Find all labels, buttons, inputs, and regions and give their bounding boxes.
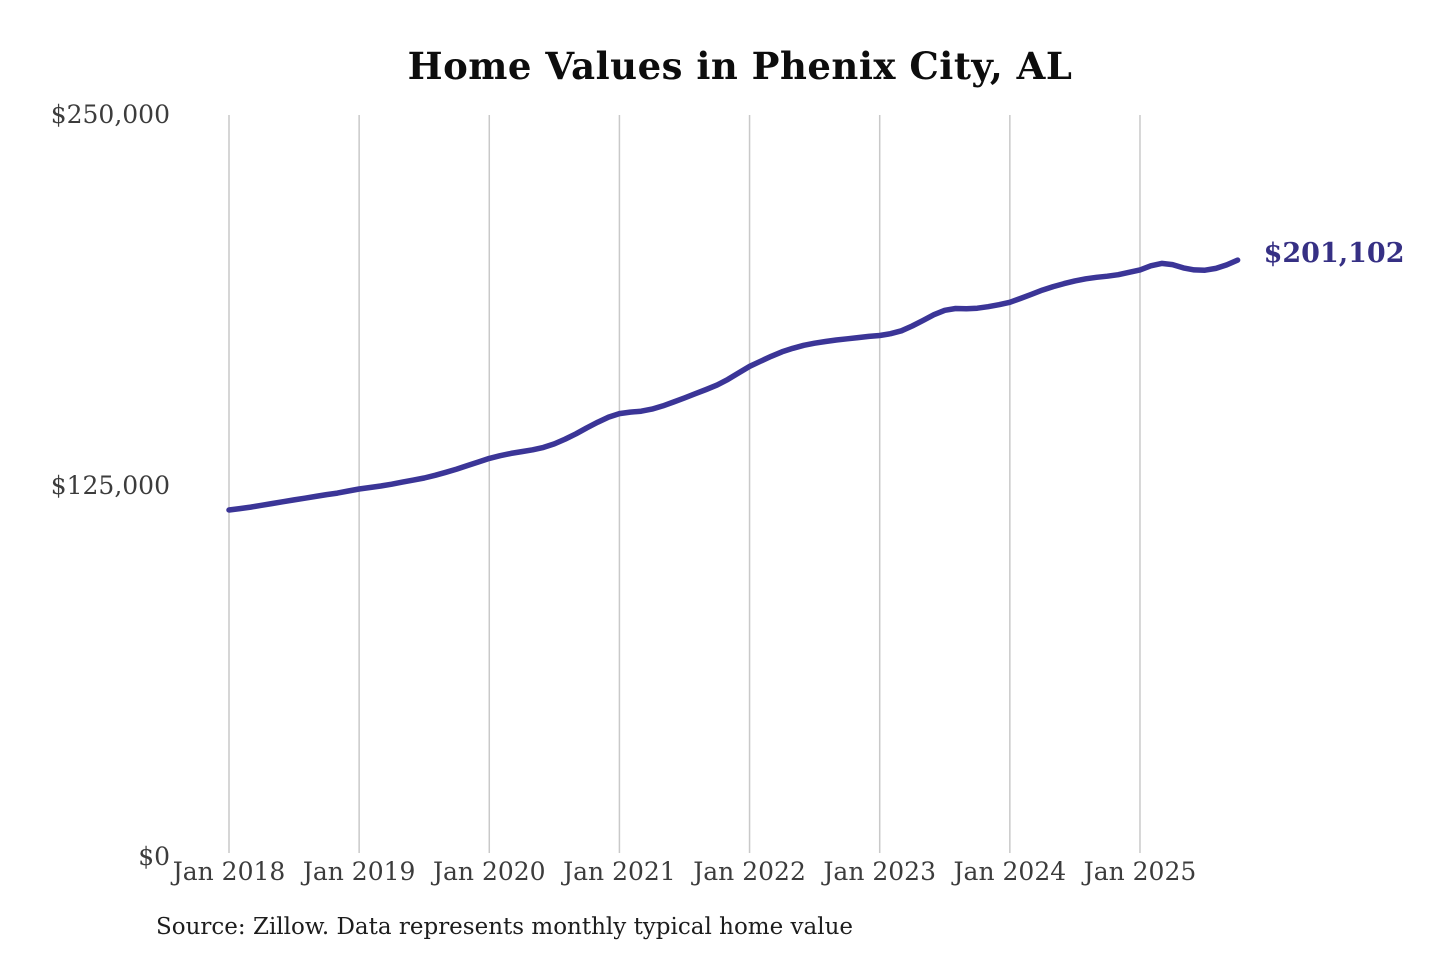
chart-title: Home Values in Phenix City, AL xyxy=(407,44,1073,88)
x-tick-label: Jan 2018 xyxy=(170,857,286,886)
home-value-line xyxy=(226,257,1241,513)
x-tick-label: Jan 2025 xyxy=(1081,857,1197,886)
x-tick-label: Jan 2024 xyxy=(951,857,1067,886)
x-tick-label: Jan 2023 xyxy=(820,857,936,886)
x-tick-label: Jan 2021 xyxy=(560,857,676,886)
x-tick-label: Jan 2020 xyxy=(430,857,546,886)
x-tick-label: Jan 2019 xyxy=(300,857,416,886)
y-tick-label: $250,000 xyxy=(51,100,170,129)
source-note: Source: Zillow. Data represents monthly … xyxy=(156,914,854,940)
current-value-label: $201,102 xyxy=(1264,238,1405,269)
y-tick-label: $125,000 xyxy=(51,471,170,500)
y-tick-label: $0 xyxy=(138,842,170,871)
x-tick-label: Jan 2022 xyxy=(690,857,806,886)
